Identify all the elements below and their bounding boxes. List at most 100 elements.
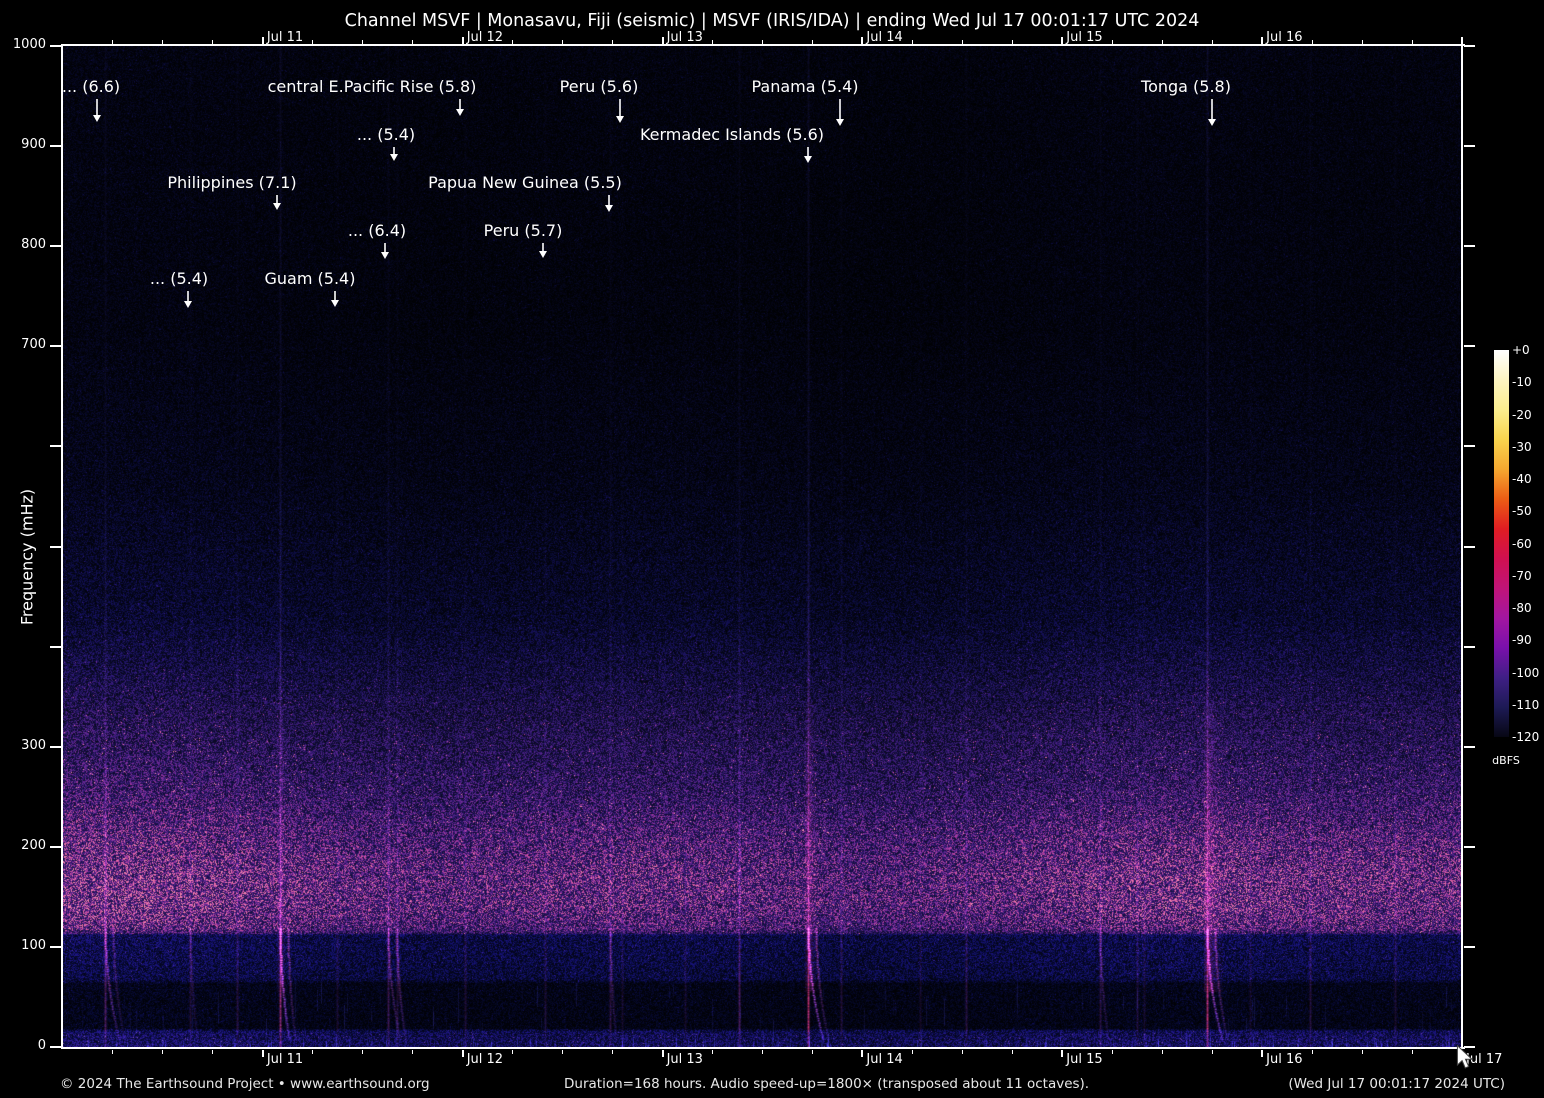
x-tick-minor <box>712 40 714 44</box>
x-tick-minor <box>1011 40 1013 44</box>
annotation-arrow-icon <box>539 243 547 258</box>
x-tick-minor <box>1211 1050 1213 1054</box>
annotation-arrow-icon <box>1208 99 1216 126</box>
x-tick-minor <box>112 40 114 44</box>
colorbar-tick-label: +0 <box>1512 343 1530 357</box>
x-tick-major <box>1061 1050 1064 1057</box>
x-tick-minor <box>1361 40 1363 44</box>
x-tick-minor <box>112 1050 114 1054</box>
y-tick-label: 700 <box>21 337 46 353</box>
x-tick-major <box>861 37 864 44</box>
event-annotation-text: Kermadec Islands (5.6) <box>639 125 825 144</box>
x-tick-minor <box>961 1050 963 1054</box>
y-tick-label: 900 <box>21 137 46 153</box>
annotation-arrow-icon <box>616 99 624 123</box>
x-tick-major <box>261 1050 264 1057</box>
y-tick-right <box>1464 945 1475 948</box>
y-tick-right <box>1464 345 1475 348</box>
y-tick-left <box>50 945 61 948</box>
x-tick-minor <box>1111 1050 1113 1054</box>
y-tick-label: 1000 <box>12 37 46 52</box>
plot-border-bottom <box>61 1047 1465 1049</box>
x-tick-major <box>861 1050 864 1057</box>
x-tick-minor <box>961 40 963 44</box>
colorbar-tick-label: -90 <box>1512 633 1532 648</box>
x-tick-minor <box>162 1050 164 1054</box>
x-tick-minor <box>212 1050 214 1054</box>
x-tick-label-bottom: Jul 16 <box>1266 1052 1303 1067</box>
x-tick-minor <box>1311 1050 1313 1054</box>
x-tick-minor <box>1411 1050 1413 1054</box>
plot-border-top <box>61 44 1465 46</box>
x-tick-minor <box>911 40 913 44</box>
y-tick-right <box>1464 245 1475 248</box>
x-tick-minor <box>1311 40 1313 44</box>
y-tick-right <box>1464 45 1475 47</box>
y-tick-left <box>50 345 61 348</box>
x-tick-minor <box>562 40 564 44</box>
x-tick-major <box>461 1050 464 1057</box>
x-tick-label-top: Jul 12 <box>466 30 504 45</box>
footer-duration: Duration=168 hours. Audio speed-up=1800×… <box>564 1076 1090 1092</box>
event-annotation-text: ... (5.4) <box>149 269 209 288</box>
x-tick-minor <box>562 1050 564 1054</box>
x-tick-minor <box>612 1050 614 1054</box>
x-tick-label-top: Jul 11 <box>266 30 304 45</box>
x-tick-label-bottom: Jul 12 <box>466 1052 504 1067</box>
x-tick-minor <box>362 40 364 44</box>
event-annotation-text: Panama (5.4) <box>751 77 859 96</box>
x-tick-minor <box>911 1050 913 1054</box>
annotation-arrow-icon <box>804 147 812 163</box>
footer-timestamp: (Wed Jul 17 00:01:17 2024 UTC) <box>1288 1076 1505 1092</box>
y-tick-left <box>50 645 61 648</box>
x-tick-minor <box>512 40 514 44</box>
x-tick-minor <box>312 1050 314 1054</box>
x-tick-minor <box>1161 1050 1163 1054</box>
x-tick-minor <box>312 40 314 44</box>
event-annotation-text: Peru (5.6) <box>559 77 639 96</box>
colorbar-tick-label: -20 <box>1512 407 1532 422</box>
x-tick-minor <box>212 40 214 44</box>
colorbar-tick-label: -50 <box>1512 504 1532 519</box>
annotation-arrow-icon <box>331 291 339 307</box>
colorbar-tick-label: -30 <box>1512 439 1532 454</box>
x-tick-label-bottom: Jul 15 <box>1066 1052 1103 1067</box>
y-tick-left <box>50 1046 61 1048</box>
y-tick-left <box>50 45 61 47</box>
event-annotation-text: Philippines (7.1) <box>167 173 297 192</box>
x-tick-major <box>461 37 464 44</box>
event-annotation-text: Tonga (5.8) <box>1141 77 1231 96</box>
plot-border-right <box>1461 44 1463 1049</box>
event-annotation-text: Guam (5.4) <box>264 269 356 288</box>
x-tick-major <box>1061 37 1064 44</box>
x-tick-minor <box>1361 1050 1363 1054</box>
colorbar-tick-label: -60 <box>1512 536 1532 551</box>
y-tick-right <box>1464 645 1475 648</box>
x-tick-minor <box>1111 40 1113 44</box>
y-tick-label: 100 <box>21 937 46 953</box>
colorbar-tick-label: -10 <box>1512 375 1532 390</box>
colorbar-tick-label: -80 <box>1512 601 1532 615</box>
x-tick-minor <box>762 1050 763 1054</box>
x-tick-minor <box>1161 40 1163 44</box>
y-tick-right <box>1464 545 1475 548</box>
y-tick-left <box>50 745 61 748</box>
x-tick-label-bottom: Jul 17 <box>1466 1052 1503 1067</box>
x-tick-minor <box>811 40 813 44</box>
x-tick-minor <box>762 40 763 44</box>
x-tick-label-bottom: Jul 14 <box>866 1052 903 1067</box>
annotation-arrow-icon <box>273 195 281 210</box>
colorbar-tick-label: -70 <box>1512 568 1532 583</box>
x-tick-minor <box>612 40 614 44</box>
y-tick-left <box>50 845 61 848</box>
y-tick-left <box>50 445 61 448</box>
colorbar-tick-label: -110 <box>1512 697 1540 712</box>
x-tick-major <box>1261 37 1264 44</box>
page-title: Channel MSVF | Monasavu, Fiji (seismic) … <box>344 11 1200 31</box>
y-tick-right <box>1464 845 1475 848</box>
x-tick-major <box>661 1050 664 1057</box>
y-tick-right <box>1464 745 1475 748</box>
x-tick-major <box>1461 37 1463 44</box>
event-annotation-text: Peru (5.7) <box>483 221 563 240</box>
